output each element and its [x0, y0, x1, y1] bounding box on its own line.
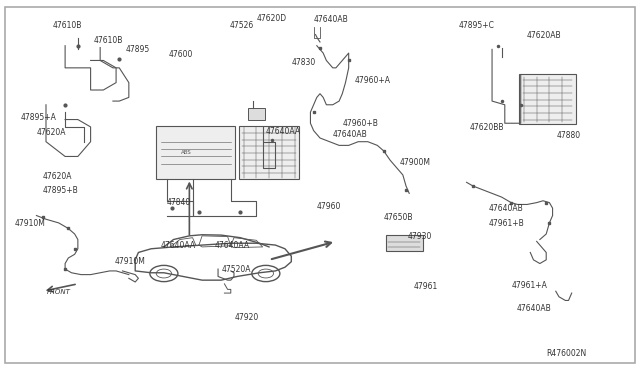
Text: 47920: 47920 [235, 312, 259, 321]
Text: R476002N: R476002N [546, 350, 586, 359]
Text: 47620A: 47620A [36, 128, 66, 137]
Text: 47910M: 47910M [14, 219, 45, 228]
Text: 47961+A: 47961+A [511, 281, 547, 290]
Text: 47961: 47961 [413, 282, 438, 291]
Text: 47640AA: 47640AA [266, 127, 301, 136]
Text: 47600: 47600 [168, 51, 193, 60]
Text: 47960+B: 47960+B [342, 119, 378, 128]
Text: 47895+B: 47895+B [43, 186, 79, 195]
FancyBboxPatch shape [156, 126, 236, 179]
Text: 47520A: 47520A [221, 264, 251, 273]
Text: 47910M: 47910M [115, 257, 146, 266]
Text: 47640AB: 47640AB [489, 204, 524, 214]
Text: 47880: 47880 [557, 131, 581, 140]
Text: 47610B: 47610B [94, 36, 123, 45]
Text: 47961+B: 47961+B [489, 219, 525, 228]
Text: 47895+A: 47895+A [20, 113, 56, 122]
Text: 47640AA: 47640AA [161, 241, 196, 250]
Text: 47620AB: 47620AB [527, 31, 562, 40]
Text: 47620D: 47620D [256, 13, 287, 22]
FancyBboxPatch shape [387, 235, 422, 251]
Text: 47895: 47895 [125, 45, 150, 54]
Text: 47620BB: 47620BB [470, 123, 504, 132]
Text: FRONT: FRONT [47, 289, 71, 295]
FancyBboxPatch shape [239, 126, 299, 179]
FancyBboxPatch shape [248, 108, 265, 120]
Text: 47620A: 47620A [43, 172, 72, 181]
Text: 47610B: 47610B [52, 21, 82, 30]
Text: 47895+C: 47895+C [459, 21, 495, 30]
FancyBboxPatch shape [520, 74, 576, 124]
Text: 47840: 47840 [167, 198, 191, 207]
Text: 47640AB: 47640AB [516, 304, 551, 313]
Text: 47900M: 47900M [399, 157, 431, 167]
Text: 47640AA: 47640AA [215, 241, 250, 250]
Text: 47650B: 47650B [384, 213, 413, 222]
Text: ABS: ABS [181, 150, 191, 155]
Text: 47640AB: 47640AB [333, 130, 367, 139]
Text: 47830: 47830 [291, 58, 316, 67]
Text: 47640AB: 47640AB [314, 15, 348, 24]
Text: 47960: 47960 [317, 202, 341, 211]
Text: 47930: 47930 [407, 232, 431, 241]
Text: 47526: 47526 [230, 21, 254, 30]
Text: 47960+A: 47960+A [355, 76, 391, 85]
